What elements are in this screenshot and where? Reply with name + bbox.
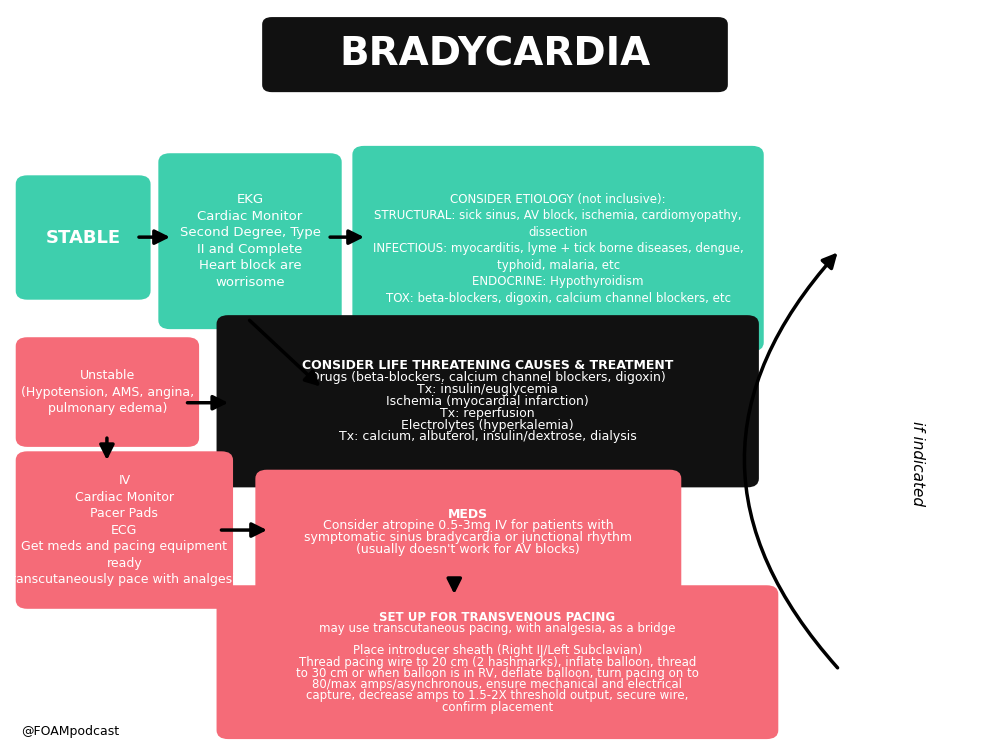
Text: confirm placement: confirm placement [442, 701, 553, 713]
FancyBboxPatch shape [16, 451, 233, 609]
Text: IV
Cardiac Monitor
Pacer Pads
ECG
Get meds and pacing equipment
ready
Transcutan: IV Cardiac Monitor Pacer Pads ECG Get me… [5, 474, 244, 586]
Text: to 30 cm or when balloon is in RV, deflate balloon, turn pacing on to: to 30 cm or when balloon is in RV, defla… [296, 667, 699, 680]
FancyBboxPatch shape [217, 315, 759, 487]
Text: Tx: calcium, albuterol, insulin/dextrose, dialysis: Tx: calcium, albuterol, insulin/dextrose… [339, 430, 637, 444]
FancyBboxPatch shape [217, 585, 778, 739]
FancyBboxPatch shape [352, 146, 763, 351]
Text: Consider atropine 0.5-3mg IV for patients with: Consider atropine 0.5-3mg IV for patient… [323, 520, 614, 532]
Text: EKG
Cardiac Monitor
Second Degree, Type
II and Complete
Heart block are
worrisom: EKG Cardiac Monitor Second Degree, Type … [179, 194, 321, 289]
Text: Drugs (beta-blockers, calcium channel blockers, digoxin): Drugs (beta-blockers, calcium channel bl… [310, 371, 665, 384]
FancyBboxPatch shape [262, 17, 728, 92]
Text: Place introducer sheath (Right IJ/Left Subclavian): Place introducer sheath (Right IJ/Left S… [352, 644, 643, 657]
Text: capture, decrease amps to 1.5-2X threshold output, secure wire,: capture, decrease amps to 1.5-2X thresho… [306, 689, 689, 702]
Text: CONSIDER LIFE THREATENING CAUSES & TREATMENT: CONSIDER LIFE THREATENING CAUSES & TREAT… [302, 359, 673, 372]
Text: BRADYCARDIA: BRADYCARDIA [340, 35, 650, 74]
FancyBboxPatch shape [255, 469, 681, 594]
Text: Tx: reperfusion: Tx: reperfusion [441, 406, 535, 420]
FancyBboxPatch shape [16, 175, 150, 300]
Text: Tx: insulin/euglycemia: Tx: insulin/euglycemia [418, 383, 558, 396]
FancyArrowPatch shape [744, 255, 838, 668]
Text: 80/max amps/asynchronous, ensure mechanical and electrical: 80/max amps/asynchronous, ensure mechani… [313, 678, 682, 691]
Text: Ischemia (myocardial infarction): Ischemia (myocardial infarction) [386, 395, 589, 408]
Text: Electrolytes (hyperkalemia): Electrolytes (hyperkalemia) [401, 418, 574, 432]
Text: Thread pacing wire to 20 cm (2 hashmarks), inflate balloon, thread: Thread pacing wire to 20 cm (2 hashmarks… [299, 656, 696, 668]
Text: CONSIDER ETIOLOGY (not inclusive):
STRUCTURAL: sick sinus, AV block, ischemia, c: CONSIDER ETIOLOGY (not inclusive): STRUC… [372, 192, 743, 305]
FancyBboxPatch shape [158, 153, 342, 329]
FancyBboxPatch shape [16, 337, 199, 447]
Text: STABLE: STABLE [46, 228, 121, 246]
Text: (usually doesn't work for AV blocks): (usually doesn't work for AV blocks) [356, 543, 580, 556]
Text: @FOAMpodcast: @FOAMpodcast [22, 725, 120, 737]
Text: MEDS: MEDS [448, 508, 488, 520]
Text: if indicated: if indicated [910, 421, 925, 506]
Text: symptomatic sinus bradycardia or junctional rhythm: symptomatic sinus bradycardia or junctio… [304, 532, 633, 544]
Text: Unstable
(Hypotension, AMS, angina,
pulmonary edema): Unstable (Hypotension, AMS, angina, pulm… [21, 369, 194, 415]
Text: may use transcutaneous pacing, with analgesia, as a bridge: may use transcutaneous pacing, with anal… [319, 622, 676, 635]
Text: SET UP FOR TRANSVENOUS PACING: SET UP FOR TRANSVENOUS PACING [379, 611, 616, 623]
